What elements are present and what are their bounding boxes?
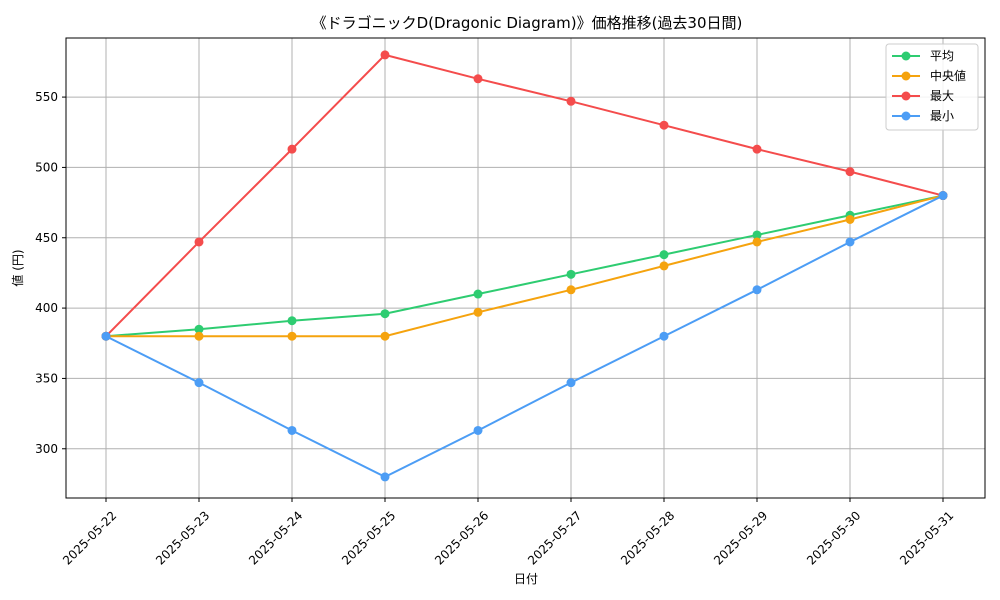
x-tick-label: 2025-05-30 <box>804 508 863 567</box>
data-point <box>380 309 390 319</box>
legend-label: 平均 <box>930 49 954 63</box>
x-tick-label: 2025-05-28 <box>618 508 677 567</box>
y-axis: 300 350 400 450 500 550 <box>35 90 66 456</box>
data-point <box>845 237 855 247</box>
data-point <box>659 250 669 260</box>
y-tick-label: 550 <box>35 90 58 104</box>
data-point <box>473 289 483 299</box>
series-3 <box>101 191 948 482</box>
data-point <box>194 331 204 341</box>
data-point <box>659 331 669 341</box>
series-2 <box>101 50 948 341</box>
data-point <box>845 214 855 224</box>
legend-item: 平均 <box>892 49 954 63</box>
y-tick-label: 300 <box>35 442 58 456</box>
chart-title: 《ドラゴニックD(Dragonic Diagram)》価格推移(過去30日間) <box>312 14 743 32</box>
data-point <box>287 331 297 341</box>
y-tick-label: 450 <box>35 231 58 245</box>
x-tick-label: 2025-05-25 <box>339 508 398 567</box>
x-tick-label: 2025-05-31 <box>897 508 956 567</box>
data-point <box>380 472 390 482</box>
data-point <box>752 237 762 247</box>
data-point <box>659 120 669 130</box>
x-tick-label: 2025-05-23 <box>153 508 212 567</box>
data-point <box>752 230 762 240</box>
data-point <box>659 261 669 271</box>
legend-item: 最小 <box>892 109 954 123</box>
legend-marker <box>901 71 911 81</box>
data-point <box>938 191 948 201</box>
data-point <box>566 285 576 295</box>
x-tick-label: 2025-05-24 <box>246 508 305 567</box>
data-point <box>566 269 576 279</box>
data-point <box>473 307 483 317</box>
x-tick-label: 2025-05-22 <box>60 508 119 567</box>
data-point <box>473 425 483 435</box>
grid <box>66 38 985 498</box>
data-point <box>752 144 762 154</box>
data-point <box>287 316 297 326</box>
series-line <box>105 194 944 479</box>
data-point <box>287 144 297 154</box>
plot-frame <box>65 37 986 499</box>
data-point <box>752 285 762 295</box>
legend-box <box>885 43 979 131</box>
legend-item: 中央値 <box>892 68 966 83</box>
data-point <box>566 96 576 106</box>
data-point <box>380 331 390 341</box>
data-point <box>194 237 204 247</box>
y-tick-label: 500 <box>35 160 58 174</box>
legend-label: 中央値 <box>930 68 966 83</box>
y-tick-label: 350 <box>35 371 58 385</box>
data-point <box>380 50 390 60</box>
series-line <box>105 194 944 338</box>
data-point <box>287 425 297 435</box>
x-axis-label: 日付 <box>514 572 538 586</box>
y-tick-label: 400 <box>35 301 58 315</box>
x-axis: 2025-05-22 2025-05-23 2025-05-24 2025-05-25… <box>60 498 956 568</box>
data-point <box>101 331 111 341</box>
x-tick-label: 2025-05-27 <box>525 508 584 567</box>
legend-item: 最大 <box>892 89 954 103</box>
legend-label: 最小 <box>930 109 954 123</box>
data-point <box>845 167 855 177</box>
data-point <box>194 378 204 388</box>
series-layer <box>101 50 948 482</box>
data-point <box>473 74 483 84</box>
series-line <box>105 53 944 337</box>
legend-marker <box>901 111 911 121</box>
series-line <box>106 194 944 338</box>
legend-label: 最大 <box>930 89 954 103</box>
data-point <box>194 324 204 334</box>
data-point <box>566 378 576 388</box>
x-tick-label: 2025-05-29 <box>711 508 770 567</box>
x-tick-label: 2025-05-26 <box>432 508 491 567</box>
legend-marker <box>901 51 911 61</box>
y-axis-label: 値 (円) <box>10 249 25 286</box>
legend-marker <box>901 91 911 101</box>
